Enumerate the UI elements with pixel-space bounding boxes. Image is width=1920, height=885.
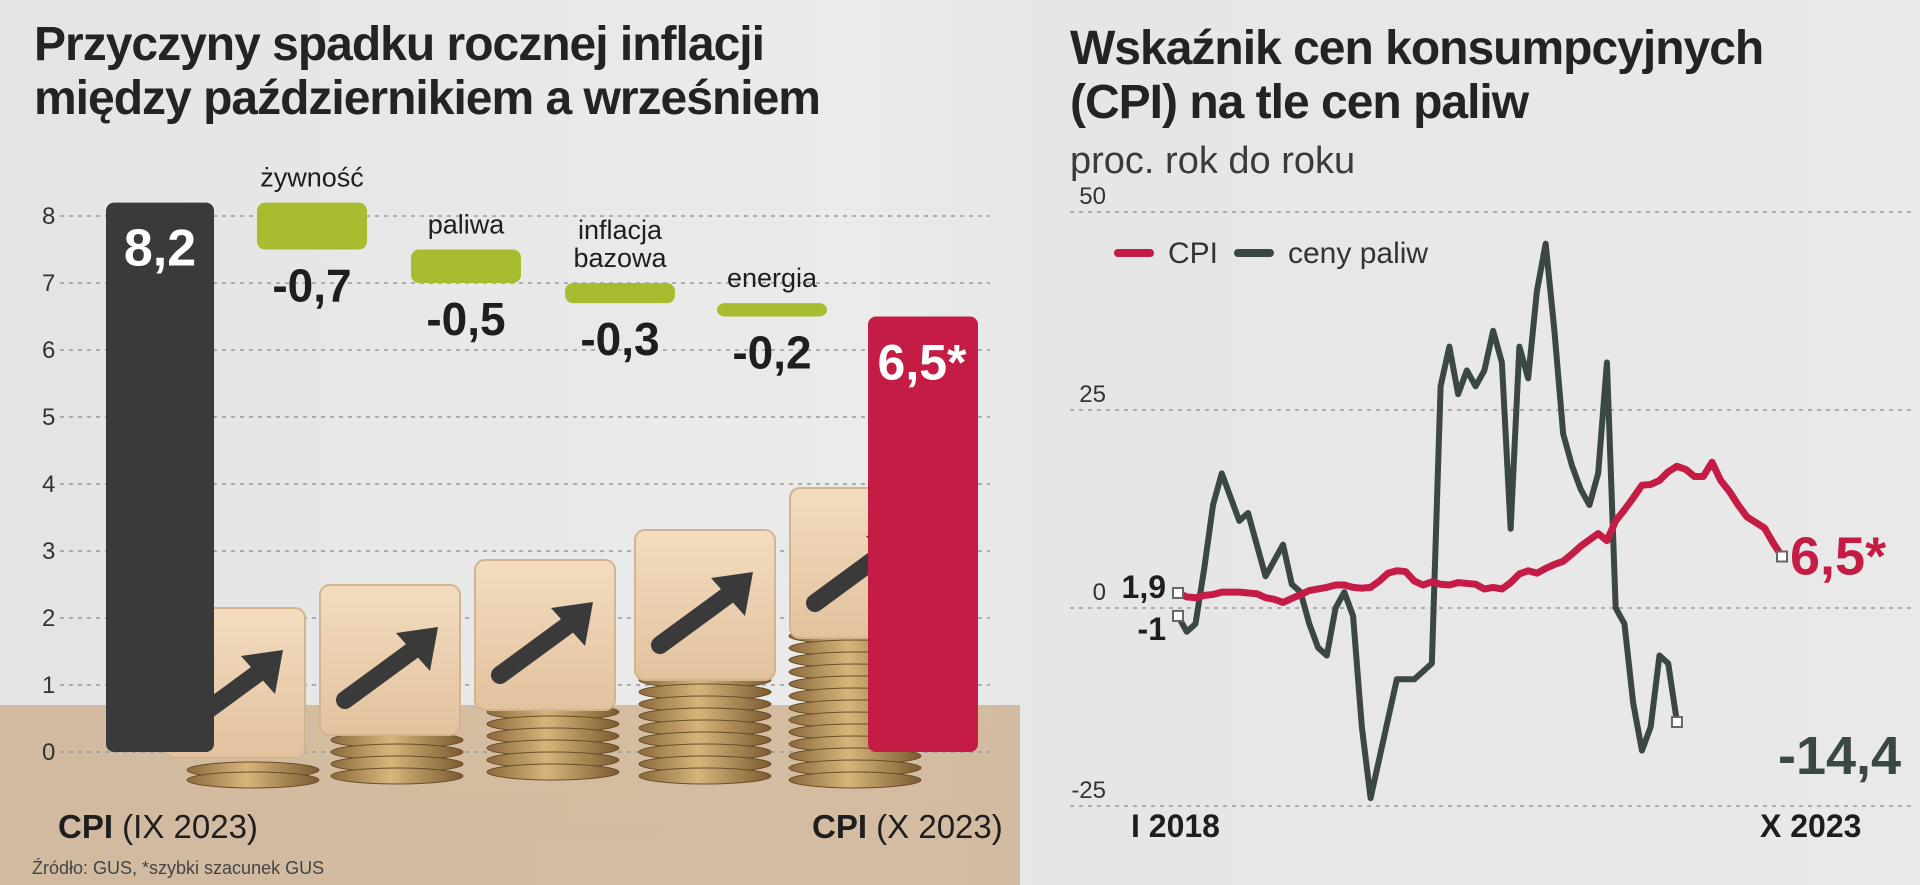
x-axis-label-start: CPI (IX 2023) bbox=[58, 808, 258, 845]
y-tick-label: 0 bbox=[1093, 579, 1106, 606]
category-label: bazowa bbox=[573, 243, 667, 273]
coin bbox=[788, 771, 922, 789]
arrow-head-icon bbox=[396, 627, 438, 671]
cpi-start-label: 1,9 bbox=[1122, 569, 1166, 605]
arrow-head-icon bbox=[241, 650, 283, 694]
left-title-line2: między październikiem a wrześniem bbox=[34, 72, 821, 125]
fuel-price-line bbox=[1175, 240, 1680, 802]
fuel-end-label: -14,4 bbox=[1778, 726, 1901, 786]
bar-paliwa bbox=[411, 249, 521, 283]
x-label-rest: (IX 2023) bbox=[113, 808, 258, 845]
arrow-head-icon bbox=[551, 602, 593, 646]
right-chart-title: Wskaźnik cen konsumpcyjnych (CPI) na tle… bbox=[1070, 22, 1890, 130]
arrow-up-icon bbox=[651, 581, 744, 654]
coin-stack-illustration bbox=[164, 487, 931, 789]
y-tick-label: 8 bbox=[42, 203, 55, 230]
arrow-head-icon bbox=[711, 572, 753, 616]
y-tick-label: 6 bbox=[42, 337, 55, 364]
waterfall-chart: 0 1 2 3 4 5 6 7 8 8,2 żywność -0,7 paliwa -0,5 inflac… bbox=[0, 163, 1020, 885]
start-point-marker bbox=[1172, 586, 1184, 599]
y-tick-label: 25 bbox=[1079, 381, 1106, 408]
y-tick-label: -25 bbox=[1071, 777, 1106, 804]
x-label-bold: CPI bbox=[58, 808, 113, 845]
right-grid: 50 25 0 -25 bbox=[1070, 183, 1915, 807]
right-chart-subtitle: proc. rok do roku bbox=[1070, 140, 1356, 182]
bar-value-label: -0,3 bbox=[580, 313, 659, 365]
right-title-line1: Wskaźnik cen konsumpcyjnych bbox=[1070, 22, 1764, 75]
x-end-label: X 2023 bbox=[1760, 808, 1861, 844]
fuel-start-label: -1 bbox=[1138, 611, 1166, 647]
category-label: paliwa bbox=[428, 210, 506, 240]
right-lines bbox=[1174, 240, 1786, 802]
end-point-marker bbox=[1670, 716, 1683, 729]
category-label: energia bbox=[727, 263, 818, 293]
y-tick-label: 3 bbox=[42, 538, 55, 565]
coin bbox=[330, 767, 464, 785]
arrow-up-icon bbox=[491, 611, 584, 684]
coin bbox=[486, 763, 620, 781]
y-tick-label: 2 bbox=[42, 605, 55, 632]
legend-label: CPI bbox=[1168, 237, 1218, 270]
y-tick-label: 0 bbox=[42, 739, 55, 766]
bar-energia bbox=[717, 303, 827, 317]
left-bars bbox=[106, 202, 978, 753]
right-labels: I 2018 X 2023 CPI ceny paliw 1,9 -1 6,5* -14,4 bbox=[1114, 237, 1901, 844]
coin bbox=[638, 767, 772, 785]
bar-value-label: -0,5 bbox=[426, 293, 505, 345]
bar-value-label: 8,2 bbox=[124, 220, 196, 278]
y-tick-label: 4 bbox=[42, 471, 55, 498]
start-point-marker bbox=[1172, 609, 1184, 622]
y-tick-label: 5 bbox=[42, 404, 55, 431]
bar-value-label: -0,2 bbox=[732, 327, 811, 379]
left-title-line1: Przyczyny spadku rocznej inflacji bbox=[34, 18, 765, 71]
coin bbox=[186, 771, 320, 789]
cpi-line bbox=[1174, 458, 1786, 606]
left-chart-title: Przyczyny spadku rocznej inflacji między… bbox=[34, 18, 934, 126]
y-tick-label: 1 bbox=[42, 672, 55, 699]
bar-żywność bbox=[257, 202, 367, 250]
source-note: Źródło: GUS, *szybki szacunek GUS bbox=[32, 858, 325, 878]
y-tick-label: 7 bbox=[42, 270, 55, 297]
x-start-label: I 2018 bbox=[1131, 808, 1220, 844]
category-label: inflacja bbox=[578, 215, 663, 245]
right-title-line2: (CPI) na tle cen paliw bbox=[1070, 76, 1529, 129]
x-label-bold: CPI bbox=[812, 808, 867, 845]
x-label-rest: (X 2023) bbox=[867, 808, 1003, 845]
end-point-marker bbox=[1776, 550, 1788, 563]
x-axis-label-end: CPI (X 2023) bbox=[812, 808, 1003, 845]
bar-value-label: 6,5* bbox=[878, 335, 968, 391]
bar-inflacja-bazowa bbox=[565, 283, 675, 304]
arrow-up-icon bbox=[336, 636, 429, 709]
cpi-end-label: 6,5* bbox=[1790, 527, 1886, 587]
legend-label: ceny paliw bbox=[1288, 237, 1428, 270]
bar-value-label: -0,7 bbox=[272, 260, 351, 312]
bar-cpi-start bbox=[106, 202, 214, 753]
y-tick-label: 50 bbox=[1079, 183, 1106, 210]
category-label: żywność bbox=[260, 163, 364, 193]
bar-cpi-end bbox=[868, 316, 978, 752]
